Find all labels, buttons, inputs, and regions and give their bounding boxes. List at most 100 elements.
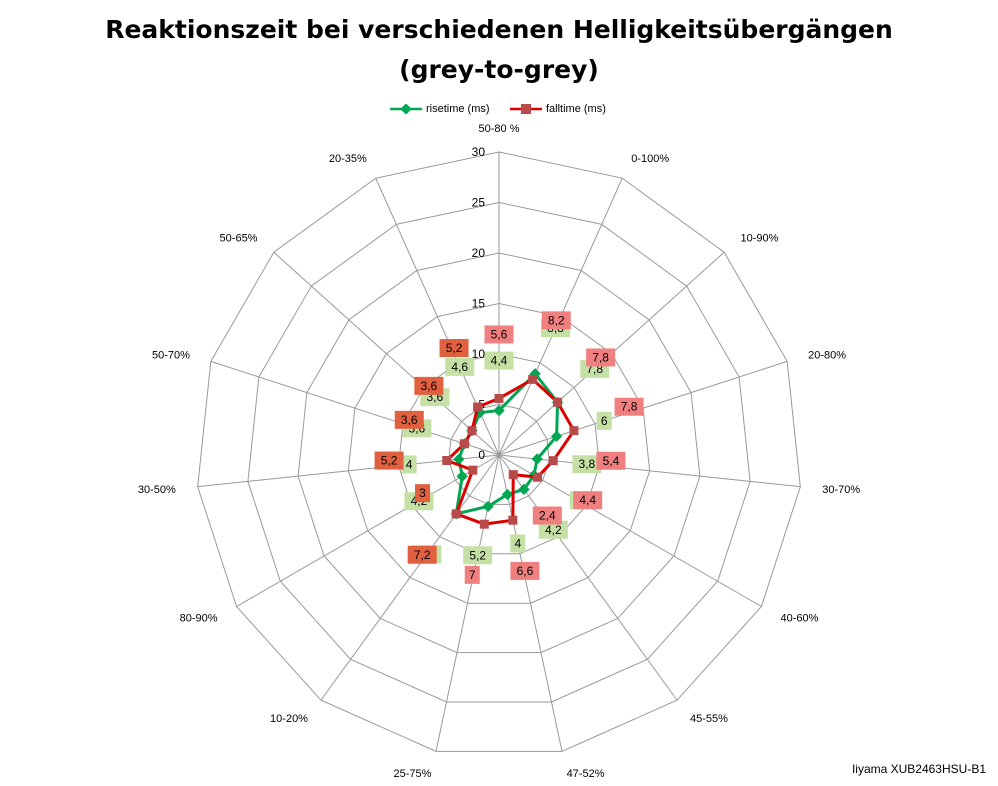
category-label: 0-100% <box>631 153 669 165</box>
data-point <box>494 393 504 403</box>
data-label: 3,8 <box>579 457 596 471</box>
data-point <box>518 483 530 495</box>
data-label-bg <box>484 325 514 344</box>
data-point <box>553 397 563 407</box>
data-label-bg <box>374 451 404 470</box>
grid-spoke <box>498 454 762 607</box>
category-label: 45-55% <box>690 713 728 725</box>
data-label-bg <box>586 348 616 367</box>
category-label: 80-90% <box>180 613 218 625</box>
radar-grid <box>197 151 801 752</box>
grid-spoke <box>236 454 500 607</box>
legend-fall-label: falltime (ms) <box>546 103 606 115</box>
data-label-bg <box>596 451 626 470</box>
data-point <box>468 465 478 475</box>
data-label: 2,4 <box>539 509 556 523</box>
radial-tick-label: 20 <box>472 246 486 260</box>
category-label: 30-70% <box>822 484 860 496</box>
data-point <box>508 515 518 525</box>
data-label-bg <box>439 339 469 358</box>
data-label: 7,8 <box>592 350 609 364</box>
data-label-bg <box>541 311 571 330</box>
category-label: 10-20% <box>270 713 308 725</box>
data-label: 7,2 <box>414 548 431 562</box>
radial-tick-label: 30 <box>472 145 486 159</box>
data-label-bg <box>532 506 562 525</box>
category-label: 50-80 % <box>479 123 520 135</box>
data-label: 4,6 <box>451 360 468 374</box>
data-point <box>473 402 483 412</box>
grid-spoke <box>210 360 500 456</box>
data-label-bg <box>538 520 568 539</box>
category-label: 20-80% <box>808 350 846 362</box>
data-label-bg <box>414 376 444 395</box>
data-point <box>528 374 538 384</box>
data-point <box>459 439 469 449</box>
grid-ring-10 <box>398 353 600 555</box>
data-point <box>548 456 558 466</box>
data-point <box>532 472 542 482</box>
radial-tick-label: 25 <box>472 196 486 210</box>
data-labels: 4,48,87,863,844,245,27,24,243,63,64,65,6… <box>374 311 644 584</box>
grid-ring-5 <box>448 403 550 505</box>
data-point <box>467 426 477 436</box>
data-label: 4 <box>514 536 521 550</box>
data-label: 3 <box>419 486 426 500</box>
data-point <box>531 453 543 465</box>
data-label-bg <box>484 351 514 370</box>
footer-device-name: Iiyama XUB2463HSU-B1 <box>851 762 986 776</box>
chart-legend: risetime (ms) falltime (ms) <box>0 100 998 118</box>
data-label-bg <box>614 397 644 416</box>
series-falltime <box>442 374 579 529</box>
category-label: 50-65% <box>220 233 258 245</box>
data-point <box>501 488 514 501</box>
category-label: 20-35% <box>329 153 367 165</box>
data-point <box>493 404 505 417</box>
chart-title-line-2: (grey-to-grey) <box>399 55 599 84</box>
data-label: 6,6 <box>517 564 534 578</box>
data-point <box>456 470 468 482</box>
legend-rise-label: risetime (ms) <box>426 103 490 115</box>
legend-fall-swatch <box>510 104 542 114</box>
data-label-bg <box>596 411 612 430</box>
data-point <box>442 455 452 465</box>
grid-spoke <box>498 454 563 752</box>
radial-tick-label: 0 <box>478 448 485 462</box>
data-label-bg <box>394 410 424 429</box>
data-label: 7,8 <box>621 400 638 414</box>
data-label: 7 <box>469 568 476 582</box>
data-label-bg <box>572 455 602 474</box>
category-label: 50-70% <box>152 350 190 362</box>
data-label-bg <box>407 545 437 564</box>
grid-ring-25 <box>247 201 751 703</box>
grid-ring-15 <box>347 302 651 604</box>
category-label: 30-50% <box>138 484 176 496</box>
data-label: 4 <box>406 457 413 471</box>
data-label-bg <box>573 491 603 510</box>
data-label: 3,6 <box>421 379 438 393</box>
data-label: 4,4 <box>491 354 508 368</box>
data-label-bg <box>463 546 493 565</box>
data-label-bg <box>510 561 540 580</box>
data-label: 5,4 <box>603 454 620 468</box>
data-label: 5,2 <box>469 548 486 562</box>
data-point <box>508 470 518 480</box>
chart-title: Reaktionszeit bei verschiedenen Helligke… <box>0 10 998 90</box>
grid-spoke <box>498 454 678 701</box>
chart-title-line-1: Reaktionszeit bei verschiedenen Helligke… <box>105 15 893 44</box>
data-label-bg <box>415 484 431 503</box>
data-label-bg <box>510 534 526 553</box>
data-label: 4,2 <box>545 523 562 537</box>
data-label: 4,4 <box>579 493 596 507</box>
legend-rise-swatch <box>390 104 422 114</box>
grid-ring-30 <box>197 151 801 752</box>
data-point <box>569 426 579 436</box>
data-point <box>479 519 489 529</box>
series-line <box>445 377 576 526</box>
data-point <box>451 509 461 519</box>
data-label: 3,6 <box>401 413 418 427</box>
radial-tick-label: 15 <box>472 297 486 311</box>
data-label: 6 <box>601 414 608 428</box>
data-point <box>482 500 494 513</box>
